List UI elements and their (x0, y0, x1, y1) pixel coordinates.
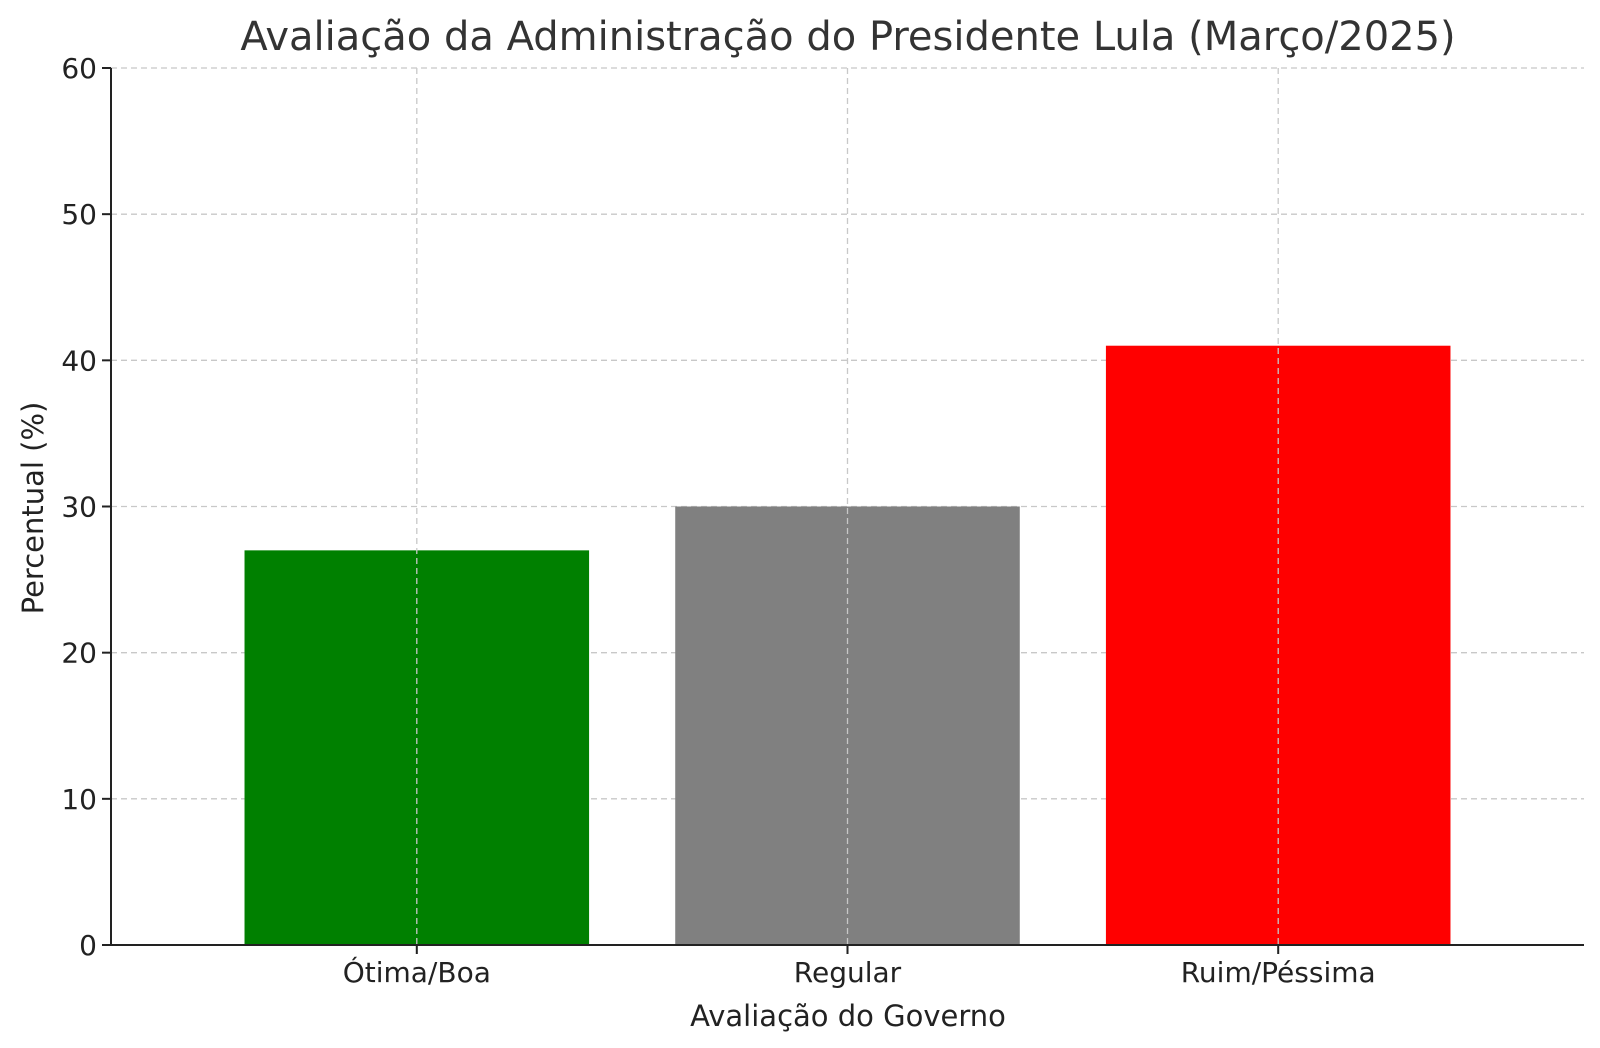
x-tick-label: Ruim/Péssima (1181, 956, 1376, 989)
bar (1105, 345, 1451, 945)
y-tick-label: 40 (61, 344, 97, 377)
y-axis-ticks: 0 10 20 30 40 50 60 (61, 52, 111, 962)
y-tick-label: 0 (79, 929, 97, 962)
bars (244, 345, 1451, 945)
y-tick-label: 50 (61, 198, 97, 231)
y-axis-label: Percentual (%) (16, 402, 50, 615)
y-tick-label: 60 (61, 52, 97, 85)
x-axis-label: Avaliação do Governo (690, 999, 1006, 1033)
x-axis-ticks: Ótima/Boa Regular Ruim/Péssima (343, 945, 1376, 989)
y-tick-label: 30 (61, 491, 97, 524)
vertical-grid (416, 68, 1279, 945)
x-tick-label: Ótima/Boa (343, 955, 491, 989)
x-tick-label: Regular (794, 956, 902, 989)
chart-title: Avaliação da Administração do Presidente… (240, 14, 1455, 60)
y-tick-label: 10 (61, 783, 97, 816)
y-tick-label: 20 (61, 637, 97, 670)
